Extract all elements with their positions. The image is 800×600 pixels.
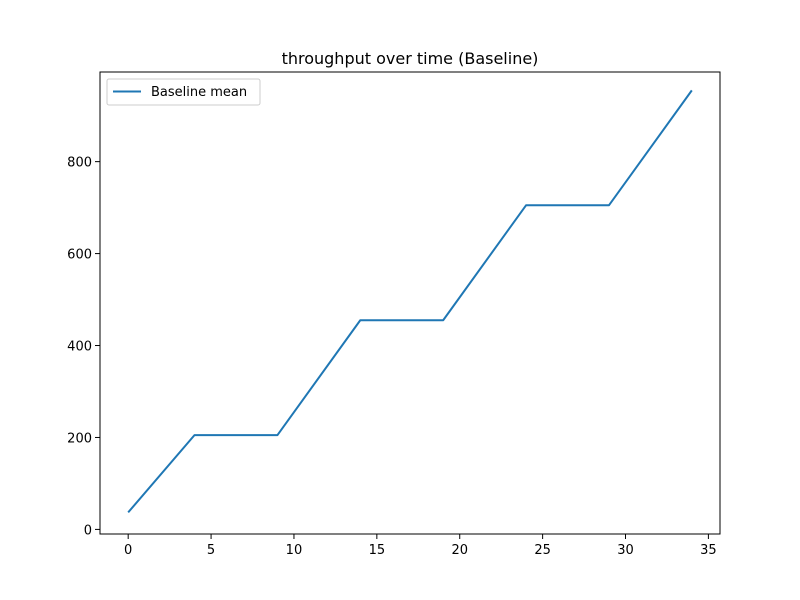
x-tick-label: 5 [207, 543, 215, 558]
x-tick-label: 15 [369, 543, 386, 558]
x-tick-label: 25 [534, 543, 551, 558]
y-tick-label: 800 [67, 156, 92, 171]
y-tick-label: 200 [67, 431, 92, 446]
x-tick-label: 30 [617, 543, 634, 558]
chart-title: throughput over time (Baseline) [282, 49, 539, 68]
axis-ticks: 0 5 10 15 20 25 30 35 0 200 400 600 800 [67, 156, 716, 558]
y-tick-label: 600 [67, 248, 92, 263]
x-tick-label: 10 [286, 543, 303, 558]
y-tick-label: 400 [67, 340, 92, 355]
legend: Baseline mean [106, 78, 261, 106]
legend-box [106, 78, 261, 106]
legend-label-baseline-mean: Baseline mean [151, 85, 247, 100]
series-line-baseline-mean [127, 89, 693, 514]
plot-area [100, 72, 720, 534]
axes-frame [99, 71, 721, 535]
y-tick-label: 0 [84, 523, 92, 538]
x-tick-label: 20 [451, 543, 468, 558]
series-group [127, 89, 693, 514]
x-tick-label: 0 [124, 543, 132, 558]
x-tick-label: 35 [700, 543, 717, 558]
